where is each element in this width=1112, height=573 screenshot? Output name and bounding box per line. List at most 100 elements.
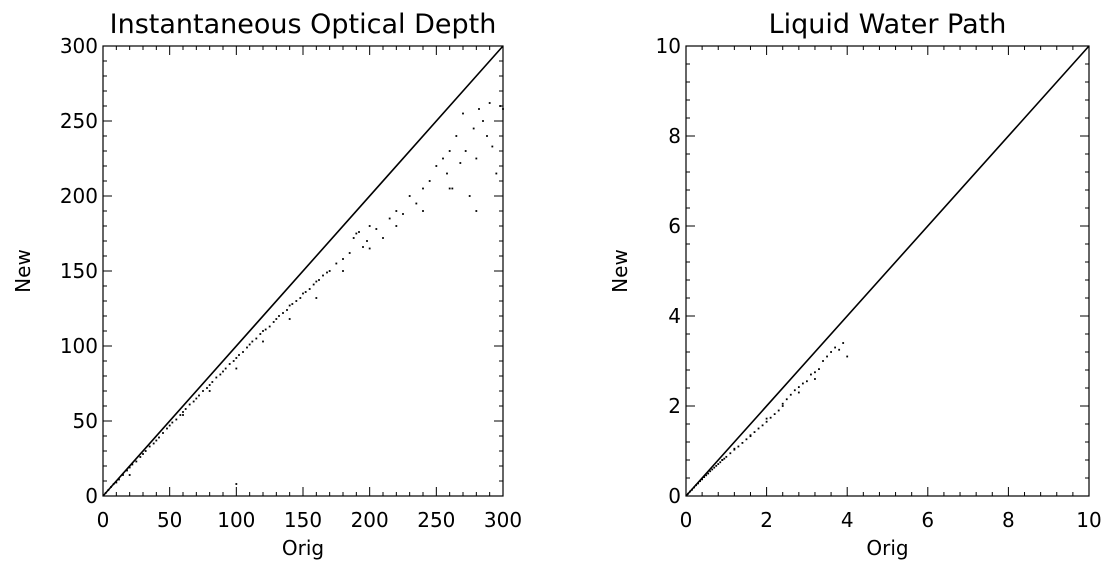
lwp-data-point [797, 386, 800, 388]
od-data-point [348, 252, 351, 254]
lwp-data-point [707, 472, 710, 475]
od-data-point [499, 105, 502, 107]
od-data-point [211, 381, 214, 383]
od-data-point [382, 237, 384, 239]
od-data-point [206, 387, 208, 389]
od-data-point [288, 304, 291, 307]
lwp-y-tick-label: 6 [668, 214, 681, 238]
lwp-data-point [797, 391, 800, 394]
od-data-point [248, 343, 251, 346]
lwp-data-point [697, 482, 699, 485]
od-one-to-one-line [102, 45, 504, 497]
lwp-data-point [785, 398, 788, 401]
lwp-data-point [733, 447, 736, 450]
lwp-data-point [695, 484, 697, 487]
lwp-data-point [703, 476, 706, 478]
od-data-point [104, 492, 107, 494]
lwp-plot-frame [685, 45, 1090, 497]
lwp-x-tick-label: 4 [841, 508, 854, 532]
od-data-point [128, 474, 131, 476]
lwp-data-point [806, 380, 808, 383]
od-data-point [286, 309, 288, 311]
od-data-point [235, 357, 238, 359]
od-data-point [295, 300, 298, 302]
lwp-data-point [781, 405, 784, 407]
od-data-point [208, 390, 211, 392]
optical-depth-panel: Instantaneous Optical Depth Orig New 0 50 100… [11, 9, 522, 560]
od-data-point [232, 360, 235, 362]
lwp-chart-title: Liquid Water Path [769, 9, 1007, 40]
od-data-point [219, 373, 222, 376]
od-data-point [128, 466, 131, 469]
od-data-point [148, 445, 151, 448]
od-x-tick-label: 0 [97, 508, 110, 532]
od-data-point [251, 340, 254, 343]
lwp-data-point [715, 464, 718, 467]
lwp-data-point [721, 459, 724, 461]
od-data-point [259, 333, 262, 335]
od-data-point [415, 202, 418, 205]
od-data-point [302, 292, 304, 295]
od-data-point [110, 486, 112, 488]
od-data-point [198, 394, 200, 397]
lwp-data-point [729, 452, 732, 455]
od-data-point [366, 240, 368, 242]
od-data-point [451, 187, 454, 190]
od-data-point [318, 279, 320, 281]
od-data-point [282, 312, 284, 314]
lwp-data-point [723, 457, 726, 460]
lwp-x-tick-label: 8 [1002, 508, 1015, 532]
od-data-point [112, 483, 115, 485]
od-data-point [315, 297, 318, 299]
od-data-point [155, 439, 158, 442]
od-data-point [355, 232, 358, 235]
od-data-point [326, 271, 328, 274]
lwp-data-point [699, 480, 702, 483]
od-data-point [402, 213, 404, 215]
od-data-point [262, 340, 264, 343]
lwp-one-to-one-line [685, 45, 1090, 497]
od-data-point [495, 172, 498, 175]
od-data-point [422, 210, 424, 212]
lwp-data-point [801, 382, 804, 385]
lwp-x-tick-label: 0 [680, 508, 693, 532]
od-data-point [222, 370, 224, 373]
lwp-data-point [818, 368, 820, 370]
lwp-data-point [822, 360, 824, 362]
od-data-point [446, 172, 448, 175]
lwp-data-point [713, 466, 716, 469]
od-data-point [224, 367, 227, 370]
od-data-point [184, 408, 187, 410]
od-y-tick-label: 50 [73, 409, 98, 433]
od-y-tick-label: 250 [60, 109, 98, 133]
od-data-point [175, 418, 178, 421]
od-data-point [166, 427, 168, 430]
od-x-tick-label: 100 [217, 508, 255, 532]
od-data-point [192, 400, 195, 403]
lwp-data-point [765, 420, 768, 423]
lwp-data-point [717, 463, 720, 465]
od-data-point [408, 195, 411, 197]
od-data-point [462, 112, 464, 115]
od-data-point [228, 363, 231, 365]
od-data-point [428, 180, 431, 182]
od-data-point [388, 217, 391, 220]
od-y-tick-label: 300 [60, 34, 98, 58]
od-data-point [235, 367, 238, 370]
lwp-y-tick-label: 0 [668, 484, 681, 508]
lwp-data-point [773, 413, 776, 415]
od-data-point [168, 424, 171, 427]
lwp-data-point [793, 389, 796, 392]
lwp-data-point [741, 442, 744, 444]
od-data-point [475, 210, 478, 212]
od-data-point [491, 145, 494, 148]
lwp-data-point [687, 492, 689, 495]
od-data-point [122, 474, 124, 476]
od-data-point [115, 481, 118, 484]
lwp-y-tick-label: 10 [656, 34, 681, 58]
lwp-x-tick-label: 6 [921, 508, 934, 532]
od-data-point [502, 108, 504, 110]
od-data-point [235, 483, 238, 485]
lwp-data-point [814, 371, 816, 374]
lwp-data-point [810, 373, 812, 376]
